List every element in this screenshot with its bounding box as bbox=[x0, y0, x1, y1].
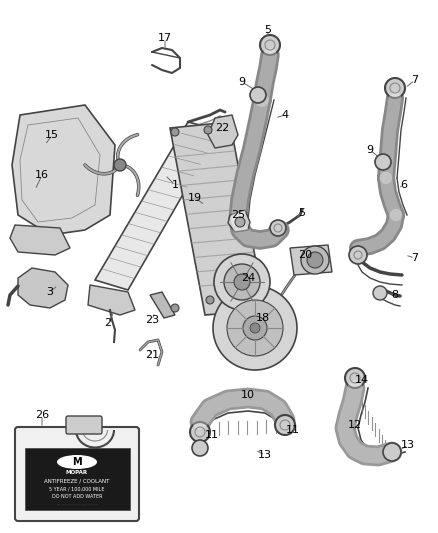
Circle shape bbox=[206, 296, 214, 304]
Text: 2: 2 bbox=[104, 318, 112, 328]
Circle shape bbox=[227, 300, 283, 356]
Circle shape bbox=[190, 422, 210, 442]
Bar bbox=[25, 448, 130, 510]
Circle shape bbox=[213, 286, 297, 370]
Text: 18: 18 bbox=[256, 313, 270, 323]
Polygon shape bbox=[12, 105, 115, 235]
Polygon shape bbox=[88, 285, 135, 315]
Polygon shape bbox=[290, 245, 332, 275]
Circle shape bbox=[114, 159, 126, 171]
Text: 25: 25 bbox=[231, 210, 245, 220]
Circle shape bbox=[214, 254, 270, 310]
Circle shape bbox=[224, 264, 260, 300]
Circle shape bbox=[345, 368, 365, 388]
Text: 9: 9 bbox=[238, 77, 246, 87]
Text: MOPAR: MOPAR bbox=[66, 471, 88, 475]
FancyBboxPatch shape bbox=[66, 416, 102, 434]
Text: 4: 4 bbox=[282, 110, 289, 120]
Text: 5: 5 bbox=[265, 25, 272, 35]
Circle shape bbox=[349, 246, 367, 264]
FancyBboxPatch shape bbox=[15, 427, 139, 521]
Circle shape bbox=[383, 443, 401, 461]
Text: 23: 23 bbox=[145, 315, 159, 325]
Text: 7: 7 bbox=[411, 75, 419, 85]
Circle shape bbox=[385, 78, 405, 98]
Polygon shape bbox=[18, 268, 68, 308]
Circle shape bbox=[171, 128, 179, 136]
Text: ________________________: ________________________ bbox=[56, 501, 98, 505]
Text: 21: 21 bbox=[145, 350, 159, 360]
Text: 5 YEAR / 100,000 MILE: 5 YEAR / 100,000 MILE bbox=[49, 487, 105, 491]
Text: 11: 11 bbox=[205, 430, 219, 440]
Text: 5: 5 bbox=[299, 208, 305, 218]
Circle shape bbox=[275, 415, 295, 435]
Circle shape bbox=[373, 286, 387, 300]
Ellipse shape bbox=[57, 455, 97, 469]
Text: 14: 14 bbox=[355, 375, 369, 385]
Text: 20: 20 bbox=[298, 250, 312, 260]
Text: 22: 22 bbox=[215, 123, 229, 133]
Circle shape bbox=[204, 126, 212, 134]
Circle shape bbox=[250, 87, 266, 103]
Circle shape bbox=[375, 154, 391, 170]
Polygon shape bbox=[170, 122, 265, 315]
Circle shape bbox=[260, 35, 280, 55]
Circle shape bbox=[270, 220, 286, 236]
Text: M: M bbox=[72, 457, 82, 467]
Text: 19: 19 bbox=[188, 193, 202, 203]
Polygon shape bbox=[10, 225, 70, 255]
Text: 9: 9 bbox=[367, 145, 374, 155]
Polygon shape bbox=[150, 292, 175, 318]
Text: 3: 3 bbox=[46, 287, 53, 297]
Polygon shape bbox=[208, 115, 238, 148]
Text: 13: 13 bbox=[258, 450, 272, 460]
Text: 11: 11 bbox=[286, 425, 300, 435]
Text: 24: 24 bbox=[241, 273, 255, 283]
Text: 8: 8 bbox=[392, 290, 399, 300]
Circle shape bbox=[307, 252, 323, 268]
Circle shape bbox=[301, 246, 329, 274]
Polygon shape bbox=[228, 210, 250, 232]
Circle shape bbox=[171, 304, 179, 312]
Text: 16: 16 bbox=[35, 170, 49, 180]
Circle shape bbox=[235, 217, 245, 227]
Text: 6: 6 bbox=[400, 180, 407, 190]
Text: 15: 15 bbox=[45, 130, 59, 140]
Text: 1: 1 bbox=[172, 180, 179, 190]
Text: DO NOT ADD WATER: DO NOT ADD WATER bbox=[52, 494, 102, 498]
Text: 10: 10 bbox=[241, 390, 255, 400]
Text: 26: 26 bbox=[35, 410, 49, 420]
Circle shape bbox=[192, 440, 208, 456]
Circle shape bbox=[234, 274, 250, 290]
Text: ANTIFREEZE / COOLANT: ANTIFREEZE / COOLANT bbox=[44, 479, 110, 483]
Polygon shape bbox=[95, 122, 220, 290]
Circle shape bbox=[243, 316, 267, 340]
Text: 17: 17 bbox=[158, 33, 172, 43]
Text: 12: 12 bbox=[348, 420, 362, 430]
Text: 13: 13 bbox=[401, 440, 415, 450]
Text: 7: 7 bbox=[411, 253, 419, 263]
Circle shape bbox=[250, 323, 260, 333]
